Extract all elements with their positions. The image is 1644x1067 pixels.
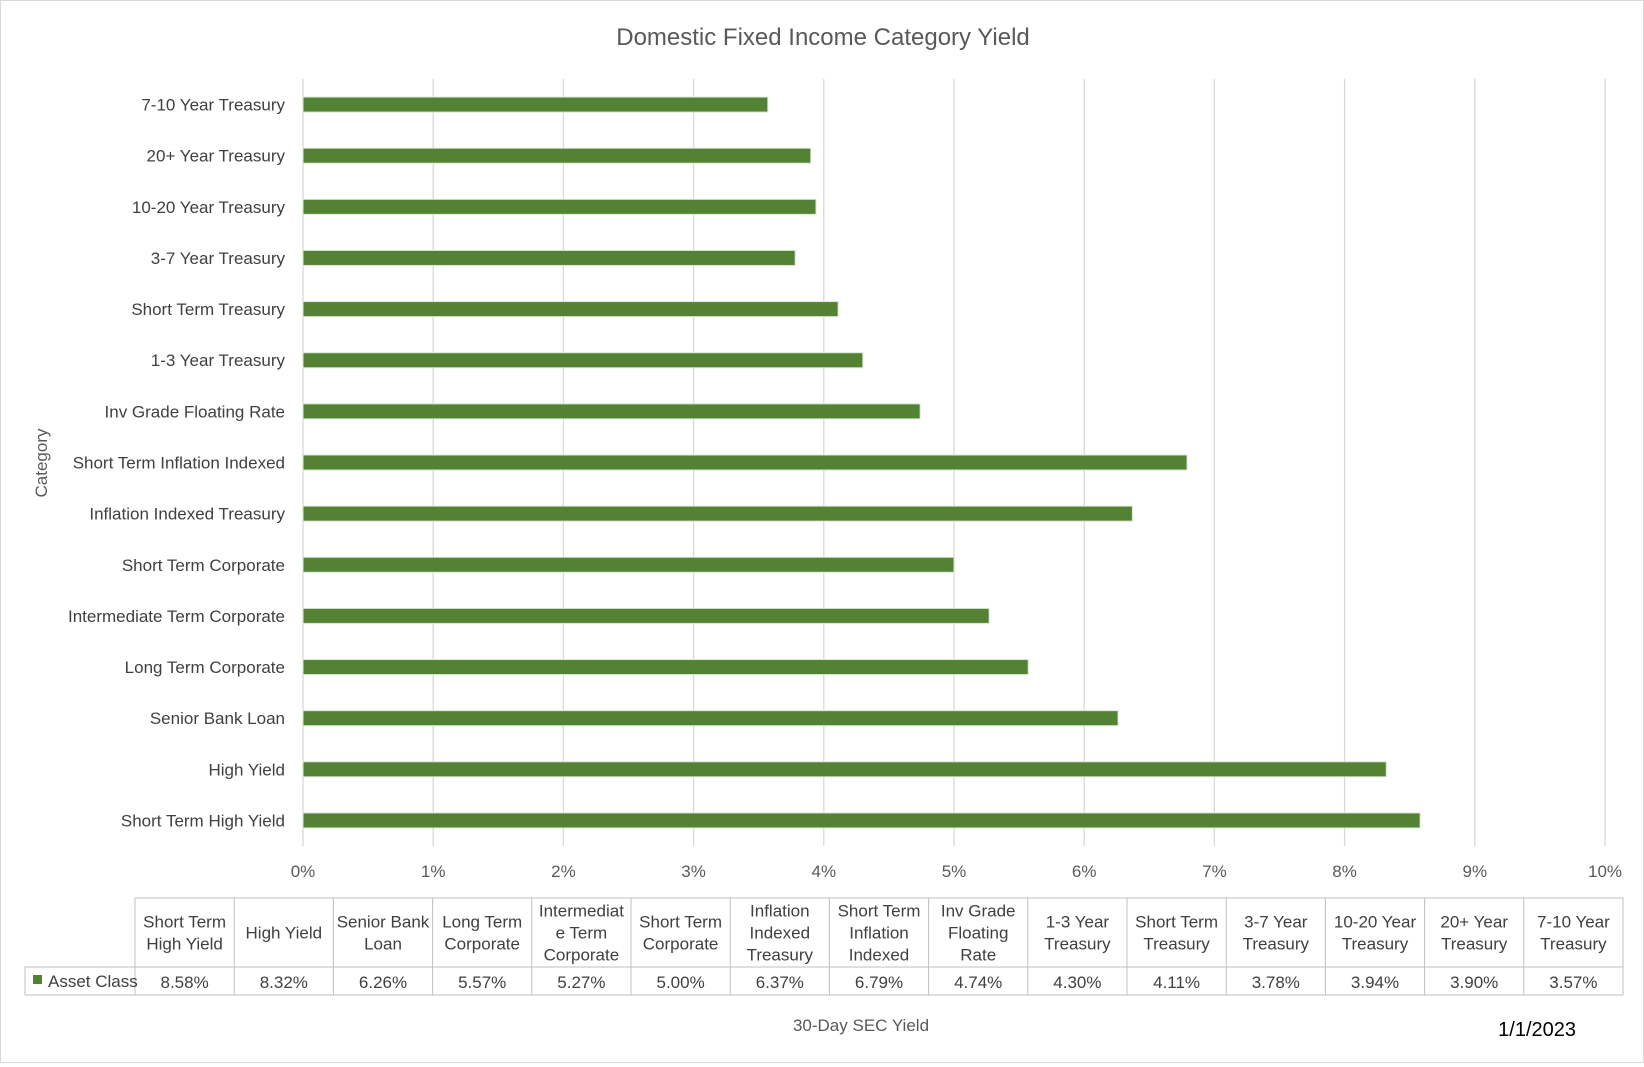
bar: [302, 710, 1119, 727]
category-label: Short Term High Yield: [121, 811, 285, 830]
bar: [302, 812, 1421, 829]
bar: [302, 96, 769, 113]
table-value: 6.26%: [359, 973, 407, 992]
bar: [302, 505, 1133, 522]
table-header: 1-3 Year Treasury: [1044, 913, 1111, 954]
bar: [302, 454, 1188, 471]
bar: [302, 761, 1387, 778]
table-value: 3.94%: [1351, 973, 1399, 992]
table-header: High Yield: [246, 924, 323, 943]
bar: [302, 403, 921, 420]
table-value: 4.74%: [954, 973, 1002, 992]
bar: [302, 607, 990, 624]
x-tick-label: 4%: [812, 862, 837, 881]
table-value: 3.78%: [1252, 973, 1300, 992]
table-header: Short Term Inflation Indexed: [838, 902, 921, 965]
table-header: Intermediat e Term Corporate: [539, 902, 624, 965]
table-value: 6.79%: [855, 973, 903, 992]
table-header: 10-20 Year Treasury: [1334, 913, 1417, 954]
data-table: Asset Class Short Term High Yield 8.58% High…: [24, 897, 1624, 996]
category-label: 10-20 Year Treasury: [132, 198, 286, 217]
category-label: 1-3 Year Treasury: [151, 351, 286, 370]
category-labels: Short Term High Yield High Yield Senior Ba…: [68, 96, 286, 831]
table-header: Short Term Treasury: [1135, 913, 1218, 954]
bar: [302, 249, 796, 266]
table-header: 3-7 Year Treasury: [1243, 913, 1310, 954]
category-label: Inflation Indexed Treasury: [89, 505, 285, 524]
date-label: 1/1/2023: [1498, 1019, 1576, 1041]
x-tick-label: 7%: [1202, 862, 1227, 881]
category-label: 3-7 Year Treasury: [151, 249, 286, 268]
x-tick-label: 5%: [942, 862, 967, 881]
table-value: 5.00%: [656, 973, 704, 992]
table-value: 3.57%: [1549, 973, 1597, 992]
x-tick-label: 1%: [421, 862, 446, 881]
table-header: Inv Grade Floating Rate: [941, 902, 1016, 965]
table-value: 4.11%: [1153, 973, 1200, 992]
category-label: Long Term Corporate: [125, 658, 285, 677]
table-value: 8.32%: [260, 973, 308, 992]
category-label: Senior Bank Loan: [150, 709, 285, 728]
legend-label: Asset Class: [48, 972, 138, 991]
category-label: High Yield: [208, 760, 285, 779]
x-tick-label: 10%: [1588, 862, 1622, 881]
table-header: Senior Bank Loan: [337, 913, 430, 954]
bar: [302, 556, 955, 573]
bars: [302, 96, 1421, 829]
x-tick-labels: 0% 1% 2% 3% 4% 5% 6% 7% 8% 9% 10%: [291, 862, 1622, 881]
bar: [302, 198, 817, 215]
x-tick-label: 0%: [291, 862, 316, 881]
table-value: 3.90%: [1450, 973, 1498, 992]
x-tick-label: 9%: [1463, 862, 1488, 881]
table-header: Inflation Indexed Treasury: [747, 902, 814, 965]
table-value: 8.58%: [160, 973, 208, 992]
table-header: 20+ Year Treasury: [1440, 913, 1508, 954]
bar: [302, 147, 812, 164]
category-label: Short Term Treasury: [131, 300, 285, 319]
bar: [302, 301, 839, 318]
category-label: Intermediate Term Corporate: [68, 607, 285, 626]
x-tick-label: 8%: [1332, 862, 1357, 881]
table-header: 7-10 Year Treasury: [1537, 913, 1610, 954]
table-header: Long Term Corporate: [442, 913, 522, 954]
x-axis-label: 30-Day SEC Yield: [793, 1016, 929, 1035]
bar: [302, 659, 1029, 676]
category-label: 20+ Year Treasury: [147, 147, 286, 166]
category-label: Short Term Inflation Indexed: [73, 454, 285, 473]
table-value: 4.30%: [1053, 973, 1101, 992]
legend-key: [33, 975, 42, 984]
x-tick-label: 2%: [551, 862, 576, 881]
table-value: 5.27%: [557, 973, 605, 992]
table-value: 6.37%: [756, 973, 804, 992]
category-label: Inv Grade Floating Rate: [105, 402, 285, 421]
bar: [302, 352, 864, 369]
chart-title: Domestic Fixed Income Category Yield: [616, 24, 1030, 51]
x-tick-label: 6%: [1072, 862, 1097, 881]
table-header: Short Term High Yield: [143, 913, 226, 954]
table-header: Short Term Corporate: [639, 913, 722, 954]
table-value: 5.57%: [458, 973, 506, 992]
category-label: 7-10 Year Treasury: [141, 96, 285, 115]
x-tick-label: 3%: [681, 862, 706, 881]
category-label: Short Term Corporate: [122, 556, 285, 575]
y-axis-label: Category: [32, 428, 51, 497]
